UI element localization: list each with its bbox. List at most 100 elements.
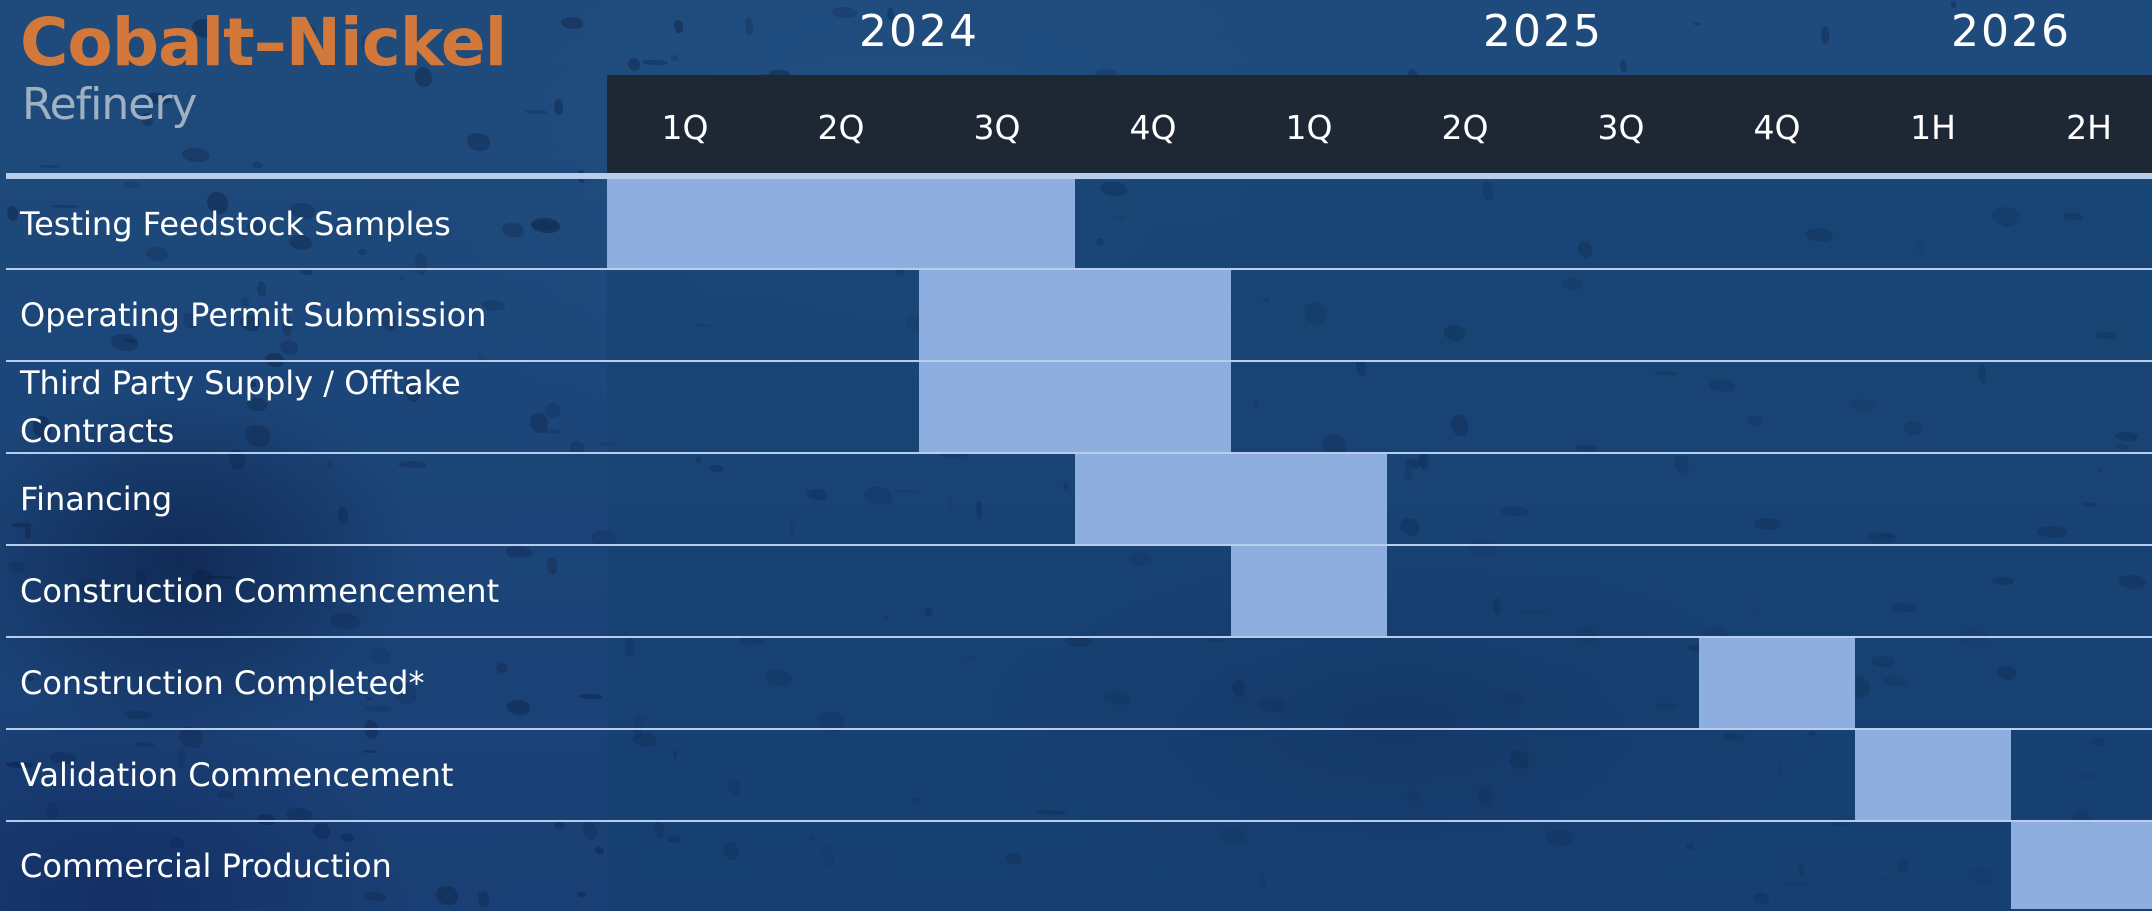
- rock-speck: [578, 693, 602, 700]
- rock-speck: [257, 813, 276, 825]
- rock-speck: [830, 6, 858, 19]
- task-label-text: Testing Feedstock Samples: [20, 204, 451, 243]
- row-divider: [6, 636, 2152, 638]
- task-label: Construction Completed*: [20, 638, 580, 728]
- rock-speck: [1880, 533, 1898, 538]
- period-label: 1H: [1910, 108, 1956, 147]
- rock-speck: [530, 220, 558, 231]
- rock-speck: [964, 656, 976, 660]
- rock-speck: [1062, 481, 1069, 491]
- rock-speck: [300, 268, 312, 275]
- rock-speck: [216, 790, 235, 799]
- rock-speck: [790, 522, 795, 535]
- rock-speck: [692, 323, 711, 327]
- rock-speck: [206, 192, 229, 214]
- rock-speck: [1747, 605, 1756, 612]
- rock-speck: [7, 205, 19, 221]
- rock-speck: [192, 18, 219, 38]
- rock-speck: [887, 7, 895, 21]
- rock-speck: [1258, 698, 1287, 712]
- rock-speck: [170, 838, 184, 849]
- rock-speck: [1889, 602, 1919, 612]
- year-label: 2024: [859, 6, 979, 57]
- rock-speck: [1443, 325, 1466, 341]
- rock-speck: [1694, 22, 1702, 26]
- task-label: Third Party Supply / Offtake Contracts: [20, 362, 580, 452]
- period-label: 3Q: [1597, 108, 1645, 147]
- rock-speck: [1206, 638, 1224, 643]
- rock-speck: [502, 222, 524, 237]
- period-label: 4Q: [1753, 108, 1801, 147]
- rock-speck: [910, 797, 921, 805]
- task-bar: [919, 270, 1231, 360]
- rock-speck: [1782, 882, 1811, 886]
- rock-speck: [305, 23, 316, 40]
- rock-speck: [142, 113, 153, 126]
- rock-speck: [1419, 455, 1427, 469]
- rock-speck: [1883, 675, 1906, 686]
- rock-speck: [769, 69, 790, 79]
- period-label: 1Q: [1285, 108, 1333, 147]
- rock-speck: [925, 606, 932, 616]
- rock-speck: [2115, 432, 2139, 441]
- rock-speck: [1978, 365, 1986, 384]
- rock-speck: [124, 338, 137, 343]
- rock-speck: [525, 110, 548, 114]
- brand-subtitle: Refinery: [22, 79, 197, 130]
- row-track: [607, 639, 2152, 729]
- rock-speck: [2114, 444, 2128, 451]
- rock-speck: [1674, 454, 1689, 473]
- rock-speck: [247, 220, 264, 235]
- rock-speck: [764, 669, 792, 687]
- task-label-text: Commercial Production: [20, 846, 392, 885]
- header-divider: [6, 173, 2152, 179]
- rock-speck: [286, 808, 312, 822]
- rock-speck: [251, 162, 264, 168]
- rock-speck: [666, 834, 681, 843]
- rock-speck: [2081, 502, 2098, 507]
- period-label: 1Q: [661, 108, 709, 147]
- rock-speck: [256, 281, 266, 297]
- rock-speck: [2118, 574, 2147, 589]
- rock-speck: [122, 181, 142, 189]
- rock-speck: [1478, 785, 1493, 807]
- period-label: 4Q: [1129, 108, 1177, 147]
- rock-speck: [1990, 576, 2014, 586]
- row-divider: [6, 360, 2152, 362]
- task-bar: [607, 179, 1075, 268]
- rock-speck: [542, 429, 563, 435]
- row-track: [607, 363, 2152, 453]
- rock-speck: [415, 67, 432, 87]
- rock-speck: [179, 726, 204, 749]
- rock-speck: [1882, 876, 1889, 881]
- rock-speck: [1469, 538, 1496, 557]
- rock-speck: [205, 576, 235, 580]
- period-label: 2Q: [817, 108, 865, 147]
- task-label-text: Financing: [20, 480, 173, 518]
- rock-speck: [1654, 703, 1678, 709]
- period-label: 3Q: [973, 108, 1021, 147]
- rock-speck: [477, 352, 485, 365]
- row-track: [607, 823, 2152, 910]
- task-label: Testing Feedstock Samples: [20, 179, 580, 268]
- year-label: 2025: [1483, 6, 1603, 57]
- rock-speck: [1419, 452, 1429, 471]
- rock-speck: [1866, 531, 1897, 544]
- rock-speck: [1545, 828, 1573, 846]
- rock-speck: [360, 33, 371, 54]
- rock-speck: [280, 340, 298, 355]
- rock-speck: [229, 449, 246, 470]
- rock-speck: [365, 705, 391, 713]
- rock-speck: [146, 421, 174, 441]
- task-bar: [1855, 730, 2011, 820]
- task-bar: [1231, 546, 1387, 636]
- rock-speck: [1355, 358, 1367, 377]
- rock-speck: [435, 886, 459, 905]
- rock-speck: [544, 402, 560, 419]
- rock-speck: [1231, 680, 1245, 697]
- rock-speck: [1903, 420, 1922, 435]
- rock-speck: [633, 715, 647, 724]
- rock-speck: [1220, 826, 1247, 845]
- rock-speck: [177, 747, 186, 770]
